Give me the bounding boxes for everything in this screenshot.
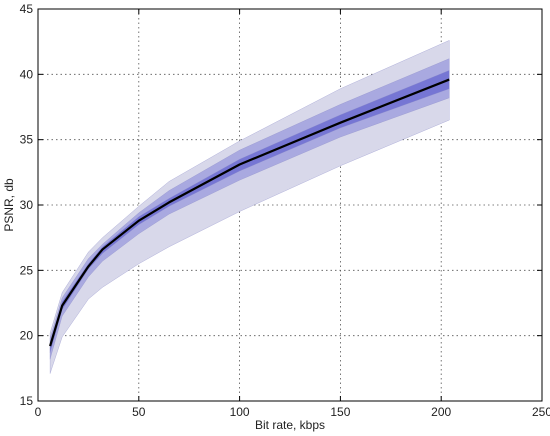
- y-tick-label: 15: [20, 394, 34, 408]
- x-tick-label: 0: [35, 405, 42, 419]
- x-tick-label: 150: [330, 405, 350, 419]
- x-axis-label: Bit rate, kbps: [255, 418, 325, 432]
- y-tick-label: 35: [20, 133, 34, 147]
- axis-ticks: 0 50 100 150 200 250 15 20 25 30 35 40 45: [20, 2, 550, 419]
- x-tick-label: 200: [431, 405, 451, 419]
- y-tick-label: 40: [20, 67, 34, 81]
- y-tick-label: 25: [20, 263, 34, 277]
- series-lines: [49, 78, 450, 347]
- y-tick-label: 20: [20, 329, 34, 343]
- confidence-bands: [49, 39, 450, 374]
- band-inner: [49, 70, 450, 353]
- mean-psnr-line: [49, 78, 450, 347]
- x-tick-label: 250: [532, 405, 550, 419]
- x-tick-label: 50: [132, 405, 146, 419]
- y-tick-label: 30: [20, 198, 34, 212]
- y-axis-label: PSNR, db: [2, 178, 16, 232]
- x-tick-label: 100: [230, 405, 250, 419]
- y-tick-label: 45: [20, 2, 34, 16]
